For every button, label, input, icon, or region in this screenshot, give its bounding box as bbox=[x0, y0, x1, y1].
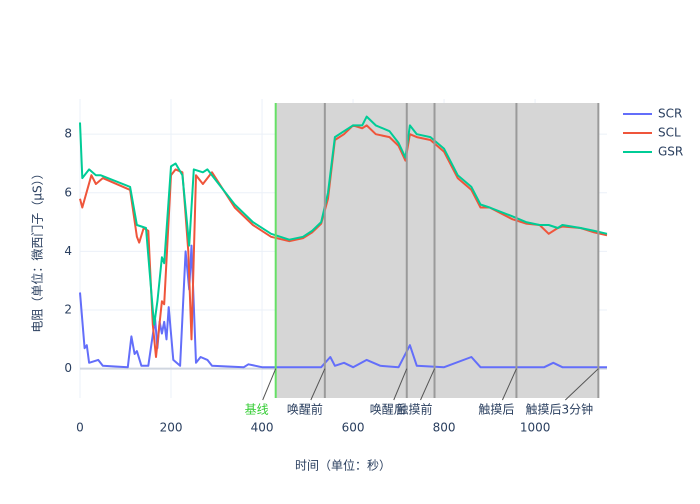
legend-label: SCR bbox=[658, 107, 682, 121]
legend-label: GSR bbox=[658, 145, 683, 159]
annotation-arrow bbox=[565, 368, 599, 401]
x-tick-label: 0 bbox=[76, 421, 84, 435]
series-line bbox=[79, 115, 608, 326]
x-tick-label: 1000 bbox=[520, 421, 551, 435]
x-tick-label: 600 bbox=[342, 421, 365, 435]
x-axis-label: 时间（单位：秒） bbox=[295, 458, 391, 473]
y-tick-label: 8 bbox=[64, 127, 72, 141]
y-tick-label: 4 bbox=[64, 244, 72, 258]
annotation-arrow bbox=[420, 368, 435, 401]
annotation-label: 唤醒前 bbox=[287, 402, 323, 417]
annotation-arrow bbox=[262, 368, 277, 401]
annotation-arrow bbox=[393, 368, 408, 401]
x-tick-label: 200 bbox=[160, 421, 183, 435]
y-tick-label: 0 bbox=[64, 361, 72, 375]
series-line bbox=[79, 244, 607, 369]
annotation-label: 触摸后3分钟 bbox=[526, 402, 594, 417]
annotation-label: 基线 bbox=[245, 403, 269, 417]
annotation-label: 唤醒后 bbox=[370, 403, 406, 417]
y-tick-label: 2 bbox=[64, 303, 72, 317]
y-axis-label: 电阻（单位：微西门子（μS）） bbox=[30, 167, 45, 332]
annotation-arrow bbox=[501, 368, 517, 401]
x-tick-label: 800 bbox=[433, 421, 456, 435]
annotation-arrow bbox=[310, 368, 326, 401]
x-tick-label: 400 bbox=[251, 421, 274, 435]
y-tick-label: 6 bbox=[64, 185, 72, 199]
shaded-region bbox=[275, 103, 599, 398]
annotation-label: 触摸前 bbox=[397, 402, 433, 417]
annotation-label: 触摸后 bbox=[478, 403, 514, 417]
legend-label: SCL bbox=[658, 126, 681, 140]
